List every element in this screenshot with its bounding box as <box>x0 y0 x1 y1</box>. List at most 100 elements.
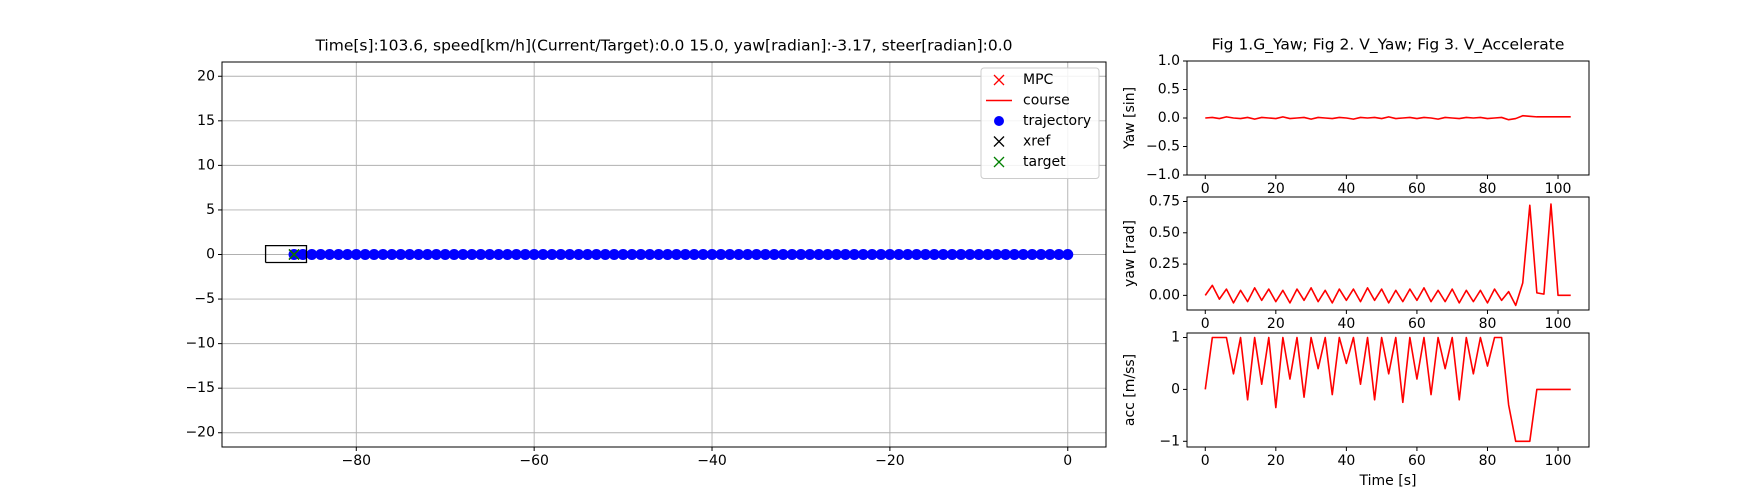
y-tick-label: 5 <box>206 202 215 218</box>
x-tick-label: 40 <box>1337 316 1355 332</box>
y-tick-label: −0.5 <box>1146 139 1180 155</box>
trajectory-point <box>590 249 602 260</box>
vehicle-outline <box>264 244 308 264</box>
y-axis-label: Yaw [sin] <box>1122 87 1138 150</box>
y-tick-label: −10 <box>185 336 215 352</box>
trajectory-point <box>893 249 905 260</box>
x-tick-label: 20 <box>1267 316 1285 332</box>
y-axis-label: acc [m/ss] <box>1122 354 1138 426</box>
trajectory-point <box>733 249 745 260</box>
trajectory-point <box>759 249 771 260</box>
y-tick-label: 1.0 <box>1158 53 1180 69</box>
trajectory-point <box>421 249 433 260</box>
trajectory-point <box>1053 249 1065 260</box>
trajectory-point <box>359 249 371 260</box>
x-tick-label: 0 <box>1201 181 1210 197</box>
x-tick-label: 80 <box>1479 181 1497 197</box>
trajectory-point <box>350 249 362 260</box>
data-line <box>1204 336 1571 443</box>
trajectory-point <box>715 249 727 260</box>
legend-box <box>980 67 1100 179</box>
y-tick-label: 0.0 <box>1158 110 1180 126</box>
trajectory-point <box>670 249 682 260</box>
y-tick-label: 1 <box>1171 330 1180 346</box>
trajectory-point <box>377 249 389 260</box>
trajectory-point <box>297 249 309 260</box>
trajectory-point <box>564 249 576 260</box>
trajectory-point <box>742 249 754 260</box>
trajectory-point <box>857 249 869 260</box>
x-tick-label: 80 <box>1479 316 1497 332</box>
trajectory-point <box>831 249 843 260</box>
data-line <box>1205 114 1571 121</box>
trajectory-point <box>324 249 336 260</box>
x-tick-label: 20 <box>1267 181 1285 197</box>
trajectory-point <box>457 249 469 260</box>
trajectory-point <box>902 249 914 260</box>
x-tick-label: 100 <box>1545 316 1572 332</box>
legend-label: course <box>1023 93 1070 109</box>
trajectory-point <box>1000 249 1012 260</box>
legend-swatch <box>993 156 1005 168</box>
x-tick-label: 100 <box>1545 181 1572 197</box>
trajectory-point <box>875 249 887 260</box>
trajectory-point <box>786 249 798 260</box>
legend-label: trajectory <box>1023 113 1091 129</box>
trajectory-point <box>546 249 558 260</box>
legend-swatch <box>993 136 1005 147</box>
trajectory-point <box>448 249 460 260</box>
y-tick-label: −20 <box>185 425 215 441</box>
trajectory-point <box>991 249 1003 260</box>
trajectory-point <box>750 249 762 260</box>
x-tick-label: 20 <box>1267 453 1285 469</box>
trajectory-point <box>510 249 522 260</box>
y-tick-label: 20 <box>197 68 215 84</box>
trajectory-point <box>919 249 931 260</box>
y-tick-label: −1.0 <box>1146 167 1180 183</box>
trajectory-point <box>937 249 949 260</box>
y-tick-label: −5 <box>194 291 215 307</box>
legend-label: xref <box>1023 134 1051 150</box>
trajectory-point <box>1026 249 1038 260</box>
trajectory-point <box>884 249 896 260</box>
x-tick-label: −80 <box>342 453 372 469</box>
y-tick-label: 0.25 <box>1149 256 1180 272</box>
trajectory-point <box>768 249 780 260</box>
trajectory-point <box>973 249 985 260</box>
trajectory-point <box>1035 249 1047 260</box>
x-tick-label: 60 <box>1408 453 1426 469</box>
trajectory-point <box>964 249 976 260</box>
x-axis-label: Time [s] <box>1359 473 1417 489</box>
y-axis-label: yaw [rad] <box>1122 220 1138 287</box>
trajectory-point <box>928 249 940 260</box>
x-tick-label: 100 <box>1545 453 1572 469</box>
trajectory-point <box>946 249 958 260</box>
trajectory-point <box>573 249 585 260</box>
plot-area <box>1204 336 1571 443</box>
trajectory-point <box>519 249 531 260</box>
plot-area <box>1205 114 1571 121</box>
trajectory-point <box>475 249 487 260</box>
trajectory-point <box>306 249 318 260</box>
trajectory-point <box>911 249 923 260</box>
trajectory-point <box>1062 249 1074 260</box>
trajectory-point <box>982 249 994 260</box>
plot-area <box>264 244 1074 264</box>
x-tick-label: 40 <box>1337 181 1355 197</box>
x-tick-label: 80 <box>1479 453 1497 469</box>
x-tick-label: 0 <box>1201 316 1210 332</box>
trajectory-point <box>333 249 345 260</box>
trajectory-point <box>839 249 851 260</box>
trajectory-point <box>501 249 513 260</box>
legend-label: target <box>1023 154 1066 170</box>
plot-area <box>1204 203 1571 307</box>
trajectory-point <box>679 249 691 260</box>
trajectory-point <box>813 249 825 260</box>
legend-label: MPC <box>1023 72 1054 88</box>
y-tick-label: 10 <box>197 157 215 173</box>
data-line <box>1204 203 1571 307</box>
trajectory-point <box>866 249 878 260</box>
trajectory-point <box>795 249 807 260</box>
y-tick-label: 0.00 <box>1149 287 1180 303</box>
legend-swatch <box>993 74 1005 86</box>
